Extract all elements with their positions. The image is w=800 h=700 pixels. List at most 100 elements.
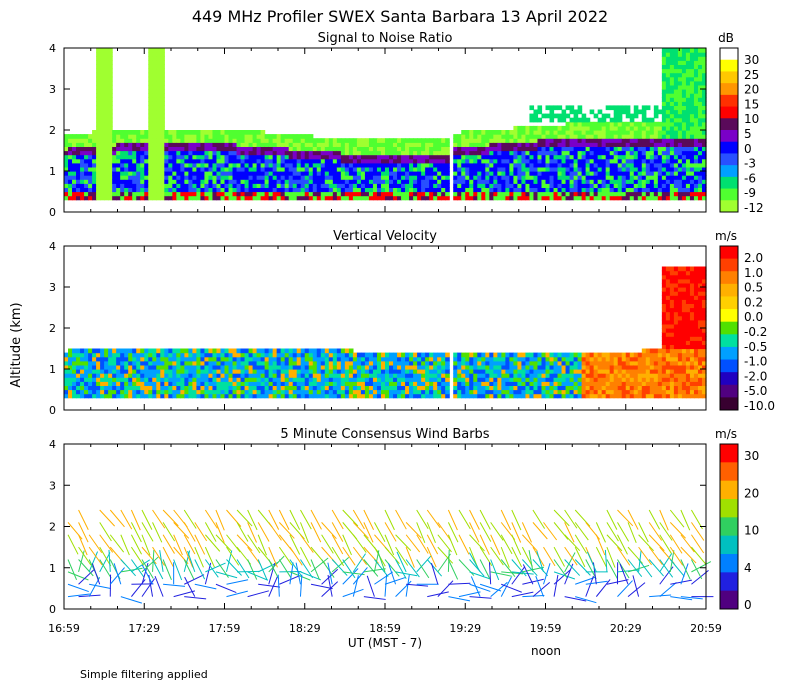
heatmap-cell bbox=[389, 146, 394, 152]
heatmap-cell bbox=[453, 142, 458, 147]
heatmap-cell bbox=[348, 179, 354, 184]
heatmap-cell bbox=[433, 154, 438, 160]
heatmap-cell bbox=[256, 154, 262, 160]
heatmap-cell bbox=[92, 393, 97, 399]
heatmap-cell bbox=[437, 352, 442, 358]
heatmap-cell bbox=[264, 352, 270, 358]
heatmap-cell bbox=[473, 134, 478, 139]
heatmap-cell bbox=[128, 191, 133, 197]
heatmap-cell bbox=[296, 166, 302, 172]
heatmap-cell bbox=[160, 369, 165, 374]
heatmap-cell bbox=[665, 360, 671, 366]
heatmap-cell bbox=[228, 138, 234, 143]
heatmap-cell bbox=[304, 187, 310, 193]
heatmap-cell bbox=[557, 158, 563, 164]
heatmap-cell bbox=[505, 179, 510, 184]
heatmap-cell bbox=[92, 364, 97, 370]
heatmap-cell bbox=[340, 187, 346, 193]
heatmap-cell bbox=[208, 364, 214, 370]
heatmap-cell bbox=[473, 360, 478, 366]
heatmap-cell bbox=[601, 369, 607, 374]
heatmap-cell bbox=[529, 158, 535, 164]
heatmap-cell bbox=[689, 80, 695, 86]
heatmap-cell bbox=[368, 364, 374, 370]
heatmap-cell bbox=[100, 52, 105, 57]
heatmap-cell bbox=[613, 195, 619, 201]
heatmap-cell bbox=[501, 381, 506, 386]
heatmap-cell bbox=[240, 360, 246, 366]
heatmap-cell bbox=[657, 385, 663, 391]
heatmap-cell bbox=[437, 162, 442, 168]
heatmap-cell bbox=[264, 360, 270, 366]
heatmap-cell bbox=[585, 187, 591, 193]
heatmap-cell bbox=[397, 195, 402, 201]
heatmap-cell bbox=[693, 101, 699, 106]
heatmap-cell bbox=[573, 183, 579, 188]
heatmap-cell bbox=[108, 89, 113, 94]
heatmap-cell bbox=[473, 130, 478, 135]
heatmap-cell bbox=[445, 138, 450, 143]
heatmap-cell bbox=[385, 138, 390, 143]
heatmap-cell bbox=[565, 154, 571, 160]
heatmap-cell bbox=[385, 142, 390, 147]
heatmap-cell bbox=[693, 171, 699, 176]
heatmap-cell bbox=[693, 113, 699, 119]
heatmap-cell bbox=[304, 150, 310, 156]
heatmap-cell bbox=[132, 191, 137, 197]
heatmap-cell bbox=[505, 389, 510, 395]
heatmap-cell bbox=[324, 195, 330, 201]
heatmap-cell bbox=[565, 377, 571, 382]
heatmap-cell bbox=[336, 175, 342, 180]
heatmap-cell bbox=[625, 121, 631, 127]
heatmap-cell bbox=[661, 105, 667, 111]
heatmap-cell bbox=[316, 385, 322, 391]
heatmap-cell bbox=[164, 356, 169, 362]
heatmap-cell bbox=[577, 352, 583, 358]
heatmap-cell bbox=[569, 150, 575, 156]
heatmap-cell bbox=[132, 130, 137, 135]
heatmap-cell bbox=[617, 175, 623, 180]
heatmap-cell bbox=[625, 385, 631, 391]
heatmap-cell bbox=[665, 369, 671, 374]
heatmap-cell bbox=[188, 158, 193, 164]
heatmap-cell bbox=[549, 179, 555, 184]
heatmap-cell bbox=[689, 146, 695, 152]
heatmap-cell bbox=[280, 356, 286, 362]
heatmap-cell bbox=[188, 381, 193, 386]
heatmap-cell bbox=[681, 183, 687, 188]
heatmap-cell bbox=[485, 352, 490, 358]
heatmap-cell bbox=[385, 360, 390, 366]
heatmap-cell bbox=[128, 381, 133, 386]
heatmap-cell bbox=[569, 356, 575, 362]
heatmap-cell bbox=[264, 191, 270, 197]
heatmap-cell bbox=[497, 377, 502, 382]
heatmap-cell bbox=[473, 352, 478, 358]
heatmap-cell bbox=[601, 364, 607, 370]
heatmap-cell bbox=[108, 389, 113, 395]
heatmap-cell bbox=[453, 166, 458, 172]
heatmap-cell bbox=[88, 381, 93, 386]
heatmap-cell bbox=[537, 109, 543, 115]
heatmap-cell bbox=[661, 166, 667, 172]
heatmap-cell bbox=[224, 166, 230, 172]
heatmap-cell bbox=[212, 381, 218, 386]
heatmap-cell bbox=[84, 158, 89, 164]
heatmap-cell bbox=[288, 138, 294, 143]
heatmap-cell bbox=[328, 138, 334, 143]
heatmap-cell bbox=[320, 183, 326, 188]
heatmap-cell bbox=[368, 183, 374, 188]
heatmap-cell bbox=[268, 179, 274, 184]
heatmap-cell bbox=[553, 389, 559, 395]
heatmap-cell bbox=[344, 183, 350, 188]
heatmap-cell bbox=[160, 364, 165, 370]
heatmap-cell bbox=[549, 138, 555, 143]
heatmap-cell bbox=[565, 105, 571, 111]
heatmap-cell bbox=[132, 360, 137, 366]
heatmap-cell bbox=[92, 130, 97, 135]
heatmap-cell bbox=[180, 369, 185, 374]
heatmap-cell bbox=[489, 352, 494, 358]
heatmap-cell bbox=[188, 377, 193, 382]
heatmap-cell bbox=[681, 109, 687, 115]
heatmap-cell bbox=[152, 89, 157, 94]
heatmap-cell bbox=[637, 125, 643, 131]
